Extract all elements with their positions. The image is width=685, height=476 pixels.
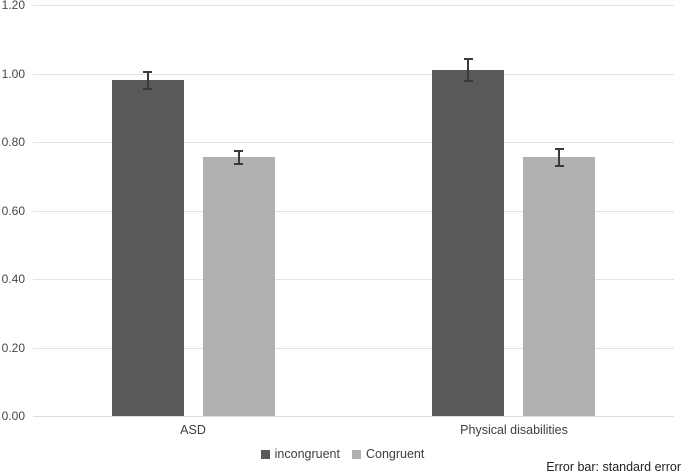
error-bar-congruent-asd xyxy=(238,151,240,165)
y-axis-tick-label: 0.20 xyxy=(1,341,25,355)
x-axis-category-label-physical-disabilities: Physical disabilities xyxy=(460,423,568,437)
error-bar-note: Error bar: standard error xyxy=(546,460,681,474)
legend: incongruent Congruent xyxy=(0,447,685,461)
gridline-0.40 xyxy=(33,279,674,280)
y-axis-tick-label: 0.00 xyxy=(1,409,25,423)
legend-label-incongruent: incongruent xyxy=(274,447,340,461)
bar-incongruent-asd xyxy=(112,80,184,416)
gridline-0.00 xyxy=(33,416,674,417)
gridline-1.20 xyxy=(33,5,674,6)
y-axis-tick-label: 0.80 xyxy=(1,135,25,149)
gridline-0.20 xyxy=(33,348,674,349)
error-bar-cap xyxy=(555,165,564,167)
error-bar-cap xyxy=(464,58,473,60)
error-bar-cap xyxy=(143,71,152,73)
error-bar-cap xyxy=(555,148,564,150)
y-axis-tick-label: 0.40 xyxy=(1,272,25,286)
gridline-0.60 xyxy=(33,211,674,212)
legend-entry-congruent: Congruent xyxy=(351,447,425,461)
error-bar-incongruent-asd xyxy=(147,72,149,89)
bar-incongruent-physical-disabilities xyxy=(432,70,504,416)
x-axis-category-label-asd: ASD xyxy=(180,423,206,437)
y-axis-tick-label: 0.60 xyxy=(1,204,25,218)
error-bar-cap xyxy=(234,150,243,152)
error-bar-cap xyxy=(464,80,473,82)
error-bar-congruent-physical-disabilities xyxy=(558,149,560,166)
gridline-0.80 xyxy=(33,142,674,143)
error-bar-cap xyxy=(143,88,152,90)
error-bar-cap xyxy=(234,163,243,165)
gridline-1.00 xyxy=(33,74,674,75)
bar-congruent-asd xyxy=(203,157,275,416)
y-axis-tick-label: 1.20 xyxy=(1,0,25,12)
legend-swatch-incongruent xyxy=(260,449,270,459)
legend-entry-incongruent: incongruent xyxy=(260,447,340,461)
y-axis-tick-label: 1.00 xyxy=(1,67,25,81)
legend-swatch-congruent xyxy=(351,449,361,459)
bar-congruent-physical-disabilities xyxy=(523,157,595,416)
legend-label-congruent: Congruent xyxy=(365,447,425,461)
error-bar-incongruent-physical-disabilities xyxy=(467,59,469,82)
